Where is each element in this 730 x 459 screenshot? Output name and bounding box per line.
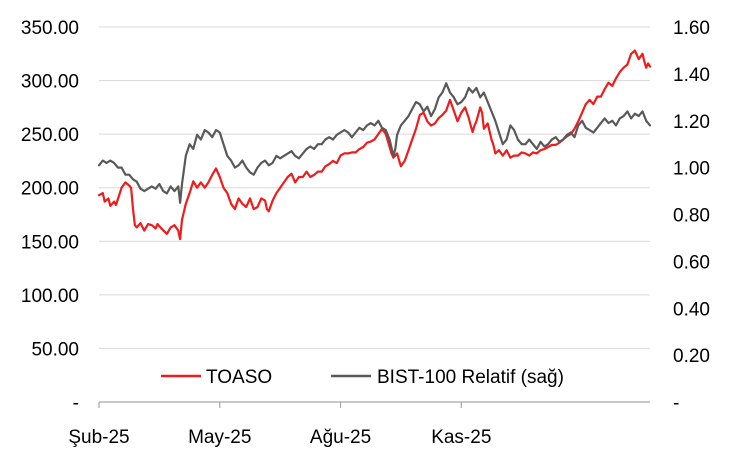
y-left-tick-label: 300.00 (21, 72, 79, 93)
legend-label-toaso: TOASO (206, 367, 272, 388)
y-right-tick-label: 1.20 (673, 112, 710, 133)
x-tick-label: Kas-25 (431, 427, 491, 448)
legend-label-bist-relative: BIST-100 Relatif (sağ) (377, 367, 564, 388)
tick-labels: - 50.00 100.00 150.00 200.00 250.00 300.00 350.… (21, 18, 710, 448)
y-right-tick-label: 1.00 (673, 159, 710, 180)
y-left-tick-label: - (73, 393, 79, 414)
y-left-tick-label: 100.00 (21, 286, 79, 307)
series-lines (97, 49, 652, 241)
series-line-bist-relative (97, 82, 652, 204)
x-tick-label: May-25 (188, 427, 251, 448)
x-tick-label: Şub-25 (68, 427, 129, 448)
y-left-tick-label: 250.00 (21, 125, 79, 146)
y-left-tick-label: 350.00 (21, 18, 79, 39)
y-left-tick-label: 50.00 (31, 339, 79, 360)
y-right-tick-label: 0.80 (673, 206, 710, 227)
y-right-tick-label: 1.60 (673, 18, 710, 39)
x-tick-label: Ağu-25 (310, 427, 371, 448)
series-line-toaso (97, 49, 652, 241)
y-right-tick-label: 0.60 (673, 252, 710, 273)
y-right-tick-label: 1.40 (673, 65, 710, 86)
y-right-tick-label: 0.40 (673, 299, 710, 320)
legend: TOASO BIST-100 Relatif (sağ) (161, 367, 564, 388)
y-left-tick-label: 200.00 (21, 179, 79, 200)
y-right-tick-label: 0.20 (673, 346, 710, 367)
y-right-tick-label: - (673, 393, 679, 414)
y-left-tick-label: 150.00 (21, 232, 79, 253)
